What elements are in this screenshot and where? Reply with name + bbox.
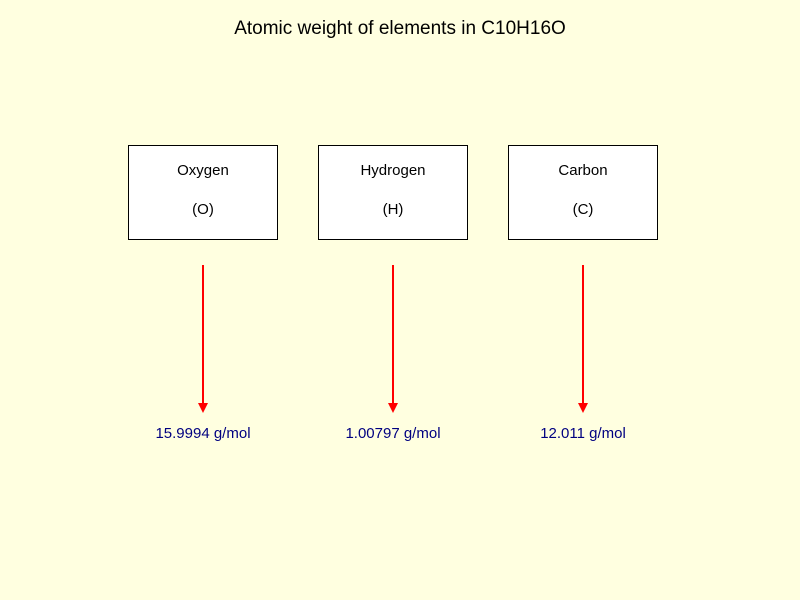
element-box-carbon: Carbon (C): [508, 145, 658, 240]
element-box-oxygen: Oxygen (O): [128, 145, 278, 240]
atomic-weight-value: 15.9994 g/mol: [128, 425, 278, 442]
arrow-icon: [388, 265, 398, 415]
diagram-title: Atomic weight of elements in C10H16O: [0, 18, 800, 40]
element-box-hydrogen: Hydrogen (H): [318, 145, 468, 240]
element-name-label: Oxygen: [129, 162, 277, 179]
arrow-icon: [578, 265, 588, 415]
element-name-label: Hydrogen: [319, 162, 467, 179]
element-symbol-label: (H): [319, 201, 467, 218]
atomic-weight-value: 1.00797 g/mol: [318, 425, 468, 442]
arrow-icon: [198, 265, 208, 415]
element-name-label: Carbon: [509, 162, 657, 179]
element-symbol-label: (C): [509, 201, 657, 218]
atomic-weight-value: 12.011 g/mol: [508, 425, 658, 442]
element-symbol-label: (O): [129, 201, 277, 218]
